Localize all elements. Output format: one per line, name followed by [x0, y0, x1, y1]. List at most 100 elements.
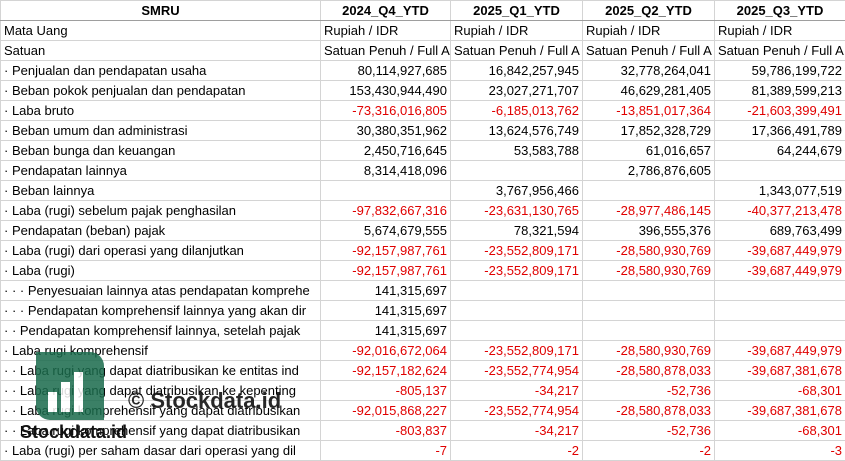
value-cell	[450, 300, 583, 321]
header-cell: 2025_Q2_YTD	[582, 0, 715, 21]
value-cell: 80,114,927,685	[320, 60, 451, 81]
value-cell	[582, 280, 715, 301]
value-cell: -2	[450, 440, 583, 461]
value-cell: 16,842,257,945	[450, 60, 583, 81]
value-cell: -28,580,878,033	[582, 360, 715, 381]
row-label: · · Laba rugi komprehensif yang dapat di…	[0, 400, 321, 421]
value-cell: -92,157,182,624	[320, 360, 451, 381]
row-label: · Laba (rugi) per saham dasar dari opera…	[0, 440, 321, 461]
table-row: · Laba (rugi) sebelum pajak penghasilan -…	[0, 200, 845, 221]
value-cell: Rupiah / IDR	[714, 20, 845, 41]
table-row: Satuan Satuan Penuh / Full A Satuan Penuh …	[0, 40, 845, 61]
row-label: · Laba bruto	[0, 100, 321, 121]
row-label: · Pendapatan (beban) pajak	[0, 220, 321, 241]
table-row: · · · Penyesuaian lainnya atas pendapata…	[0, 280, 845, 301]
value-cell: -97,832,667,316	[320, 200, 451, 221]
table-row: · · Laba rugi yang dapat diatribusikan k…	[0, 380, 845, 401]
header-row: SMRU 2024_Q4_YTD 2025_Q1_YTD 2025_Q2_YTD 202…	[0, 0, 845, 21]
value-cell: 17,852,328,729	[582, 120, 715, 141]
table-row: · Beban lainnya 3,767,956,466 1,343,077,51…	[0, 180, 845, 201]
value-cell: -73,316,016,805	[320, 100, 451, 121]
header-cell: 2024_Q4_YTD	[320, 0, 451, 21]
value-cell: -23,552,809,171	[450, 340, 583, 361]
value-cell: 59,786,199,722	[714, 60, 845, 81]
value-cell	[582, 320, 715, 341]
row-label: · · Laba rugi yang dapat diatribusikan k…	[0, 360, 321, 381]
value-cell: 2,450,716,645	[320, 140, 451, 161]
row-label: · · Laba rugi yang dapat diatribusikan k…	[0, 380, 321, 401]
table-row: · Laba (rugi) per saham dasar dari opera…	[0, 440, 845, 461]
value-cell: Satuan Penuh / Full A	[320, 40, 451, 61]
value-cell: 30,380,351,962	[320, 120, 451, 141]
table-row: · Laba rugi komprehensif -92,016,672,064-…	[0, 340, 845, 361]
value-cell: -40,377,213,478	[714, 200, 845, 221]
value-cell: -39,687,449,979	[714, 260, 845, 281]
value-cell: -23,552,809,171	[450, 240, 583, 261]
value-cell: 689,763,499	[714, 220, 845, 241]
row-label: · Beban bunga dan keuangan	[0, 140, 321, 161]
table-row: · · Laba rugi yang dapat diatribusikan k…	[0, 360, 845, 381]
table-row: Mata Uang Rupiah / IDR Rupiah / IDR Rupiah …	[0, 20, 845, 41]
value-cell: Satuan Penuh / Full A	[582, 40, 715, 61]
row-label: · Penjualan dan pendapatan usaha	[0, 60, 321, 81]
value-cell: -68,301	[714, 420, 845, 441]
row-label: · Laba (rugi) dari operasi yang dilanjut…	[0, 240, 321, 261]
value-cell: 8,314,418,096	[320, 160, 451, 181]
value-cell: 396,555,376	[582, 220, 715, 241]
value-cell: 141,315,697	[320, 320, 451, 341]
value-cell: 23,027,271,707	[450, 80, 583, 101]
value-cell	[714, 300, 845, 321]
table-row: · Laba (rugi) dari operasi yang dilanjut…	[0, 240, 845, 261]
value-cell	[714, 280, 845, 301]
header-cell: SMRU	[0, 0, 321, 21]
value-cell: -39,687,381,678	[714, 400, 845, 421]
table-row: · Beban umum dan administrasi 30,380,351,…	[0, 120, 845, 141]
value-cell: -3	[714, 440, 845, 461]
value-cell: -28,580,878,033	[582, 400, 715, 421]
value-cell: -52,736	[582, 420, 715, 441]
value-cell: -39,687,449,979	[714, 240, 845, 261]
value-cell: -23,552,774,954	[450, 360, 583, 381]
value-cell: 153,430,944,490	[320, 80, 451, 101]
header-cell: 2025_Q3_YTD	[714, 0, 845, 21]
value-cell: -6,185,013,762	[450, 100, 583, 121]
table-row: · · Laba rugi komprehensif yang dapat di…	[0, 420, 845, 441]
table-row: · Beban pokok penjualan dan pendapatan 15…	[0, 80, 845, 101]
value-cell: -39,687,381,678	[714, 360, 845, 381]
table-row: · · Laba rugi komprehensif yang dapat di…	[0, 400, 845, 421]
table-row: · Laba bruto -73,316,016,805 -6,185,013,76…	[0, 100, 845, 121]
row-label: · · · Pendapatan komprehensif lainnya ya…	[0, 300, 321, 321]
row-label: Mata Uang	[0, 20, 321, 41]
value-cell: -28,977,486,145	[582, 200, 715, 221]
value-cell: -92,157,987,761	[320, 240, 451, 261]
value-cell: Satuan Penuh / Full A	[450, 40, 583, 61]
value-cell: 13,624,576,749	[450, 120, 583, 141]
value-cell	[450, 320, 583, 341]
value-cell: -92,016,672,064	[320, 340, 451, 361]
value-cell: 17,366,491,789	[714, 120, 845, 141]
value-cell: -39,687,449,979	[714, 340, 845, 361]
value-cell: 2,786,876,605	[582, 160, 715, 181]
value-cell: -803,837	[320, 420, 451, 441]
row-label: · Laba (rugi) sebelum pajak penghasilan	[0, 200, 321, 221]
table-row: · Penjualan dan pendapatan usaha 80,114,9…	[0, 60, 845, 81]
value-cell: -23,631,130,765	[450, 200, 583, 221]
value-cell: 1,343,077,519	[714, 180, 845, 201]
value-cell	[320, 180, 451, 201]
value-cell: 61,016,657	[582, 140, 715, 161]
value-cell: Rupiah / IDR	[582, 20, 715, 41]
value-cell: 78,321,594	[450, 220, 583, 241]
row-label: · Laba rugi komprehensif	[0, 340, 321, 361]
value-cell	[450, 160, 583, 181]
value-cell	[450, 280, 583, 301]
value-cell: -13,851,017,364	[582, 100, 715, 121]
row-label: Satuan	[0, 40, 321, 61]
value-cell	[582, 300, 715, 321]
value-cell: 32,778,264,041	[582, 60, 715, 81]
table-row: · · Pendapatan komprehensif lainnya, set…	[0, 320, 845, 341]
row-label: · Laba (rugi)	[0, 260, 321, 281]
value-cell: -23,552,774,954	[450, 400, 583, 421]
value-cell: -92,157,987,761	[320, 260, 451, 281]
value-cell: -34,217	[450, 380, 583, 401]
